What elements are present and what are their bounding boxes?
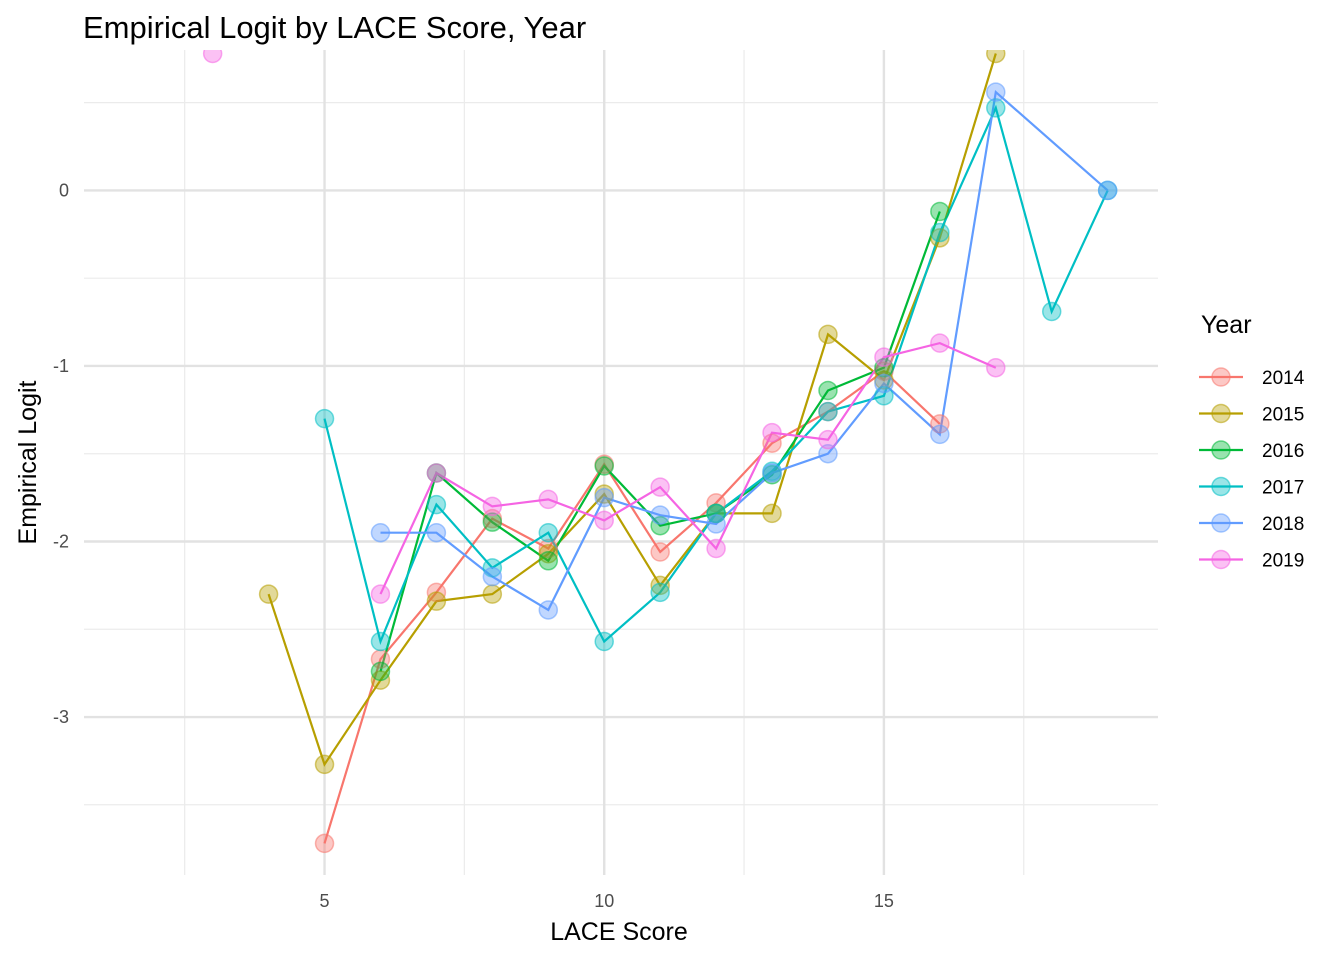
data-point-2016: [874, 357, 894, 378]
legend: Year 2014 2015 2016 2017 2018 2019: [1199, 311, 1305, 572]
x-tick-label: 15: [874, 891, 894, 911]
data-point-2015: [482, 584, 503, 604]
data-point-2017: [426, 494, 447, 515]
data-point-2014: [930, 414, 950, 434]
data-point-2015: [426, 591, 447, 611]
legend-label: 2015: [1262, 405, 1304, 426]
legend-label: 2019: [1262, 551, 1304, 572]
data-point-2019: [874, 347, 894, 367]
legend-key-point: [1211, 513, 1231, 533]
series-line-2016: [379, 211, 941, 672]
data-point-2018: [874, 373, 894, 394]
plot-panel: [202, 50, 1118, 854]
data-point-2015: [986, 50, 1006, 64]
data-point-2016: [594, 456, 614, 476]
data-point-2015: [818, 324, 838, 345]
data-point-2016: [482, 512, 503, 532]
chart-title: Empirical Logit by LACE Score, Year: [83, 10, 587, 45]
legend-label: 2016: [1262, 441, 1304, 462]
legend-key-point: [1211, 476, 1231, 497]
data-point-2016: [650, 515, 670, 536]
data-point-2017: [650, 582, 670, 603]
legend-key-point: [1211, 403, 1231, 424]
data-point-2019: [482, 496, 503, 517]
data-point-2015: [538, 544, 559, 564]
data-point-2019: [706, 538, 726, 559]
x-axis-title: LACE Score: [550, 918, 688, 946]
data-point-2019: [426, 463, 447, 483]
legend-label: 2018: [1262, 514, 1304, 535]
data-point-2019: [986, 357, 1006, 378]
data-point-2017: [314, 408, 335, 429]
data-point-2019: [594, 510, 614, 531]
data-point-2015: [930, 228, 950, 248]
y-tick-label: -2: [53, 531, 69, 551]
data-point-2018: [762, 463, 782, 483]
data-point-2017: [594, 631, 614, 652]
data-point-2019: [650, 477, 670, 497]
data-point-2015: [314, 754, 335, 775]
data-point-2019: [818, 429, 838, 450]
data-point-2017: [986, 98, 1006, 118]
y-tick-label: -1: [53, 356, 69, 376]
data-point-2018: [1097, 180, 1118, 201]
legend-key-point: [1211, 440, 1231, 460]
data-point-2017: [538, 522, 559, 543]
data-point-2018: [818, 443, 838, 464]
x-tick-label: 5: [320, 891, 330, 911]
data-point-2019: [370, 584, 391, 604]
x-tick-label: 10: [594, 891, 614, 911]
data-point-2018: [650, 505, 670, 525]
y-tick-label: 0: [59, 180, 69, 200]
data-point-2018: [594, 487, 614, 508]
data-point-2017: [930, 222, 950, 243]
data-point-2017: [706, 503, 726, 524]
data-point-2019: [762, 422, 782, 443]
data-point-2014: [706, 493, 726, 513]
data-point-2018: [930, 424, 950, 445]
data-point-2019: [202, 50, 223, 64]
data-point-2014: [762, 433, 782, 453]
data-point-2018: [370, 522, 391, 543]
data-point-2015: [762, 503, 782, 524]
legend-key-point: [1211, 549, 1231, 570]
data-point-2018: [706, 514, 726, 534]
legend-key-point: [1211, 367, 1231, 387]
data-point-2016: [538, 551, 559, 571]
data-point-2016: [930, 201, 950, 222]
legend-title: Year: [1201, 311, 1252, 339]
legend-label: 2014: [1262, 368, 1305, 389]
y-axis-title: Empirical Logit: [14, 380, 42, 544]
series-line-2014: [323, 369, 941, 844]
data-point-2018: [538, 600, 559, 620]
data-point-2014: [314, 833, 335, 854]
data-point-2017: [818, 401, 838, 422]
y-tick-label: -3: [53, 707, 69, 727]
data-point-2015: [650, 575, 670, 596]
data-point-2017: [370, 631, 391, 652]
grid: [84, 50, 1158, 875]
data-point-2019: [930, 333, 950, 353]
data-point-2018: [986, 82, 1006, 102]
data-point-2016: [818, 380, 838, 401]
data-point-2017: [1041, 301, 1062, 322]
data-point-2018: [426, 522, 447, 543]
data-point-2018: [482, 566, 503, 587]
data-point-2016: [370, 661, 391, 682]
legend-label: 2017: [1262, 478, 1304, 499]
series-line-2019: [379, 341, 997, 595]
data-point-2019: [538, 489, 559, 510]
data-point-2015: [258, 584, 279, 604]
data-point-2014: [650, 542, 670, 562]
series-line-2017: [323, 104, 1109, 646]
